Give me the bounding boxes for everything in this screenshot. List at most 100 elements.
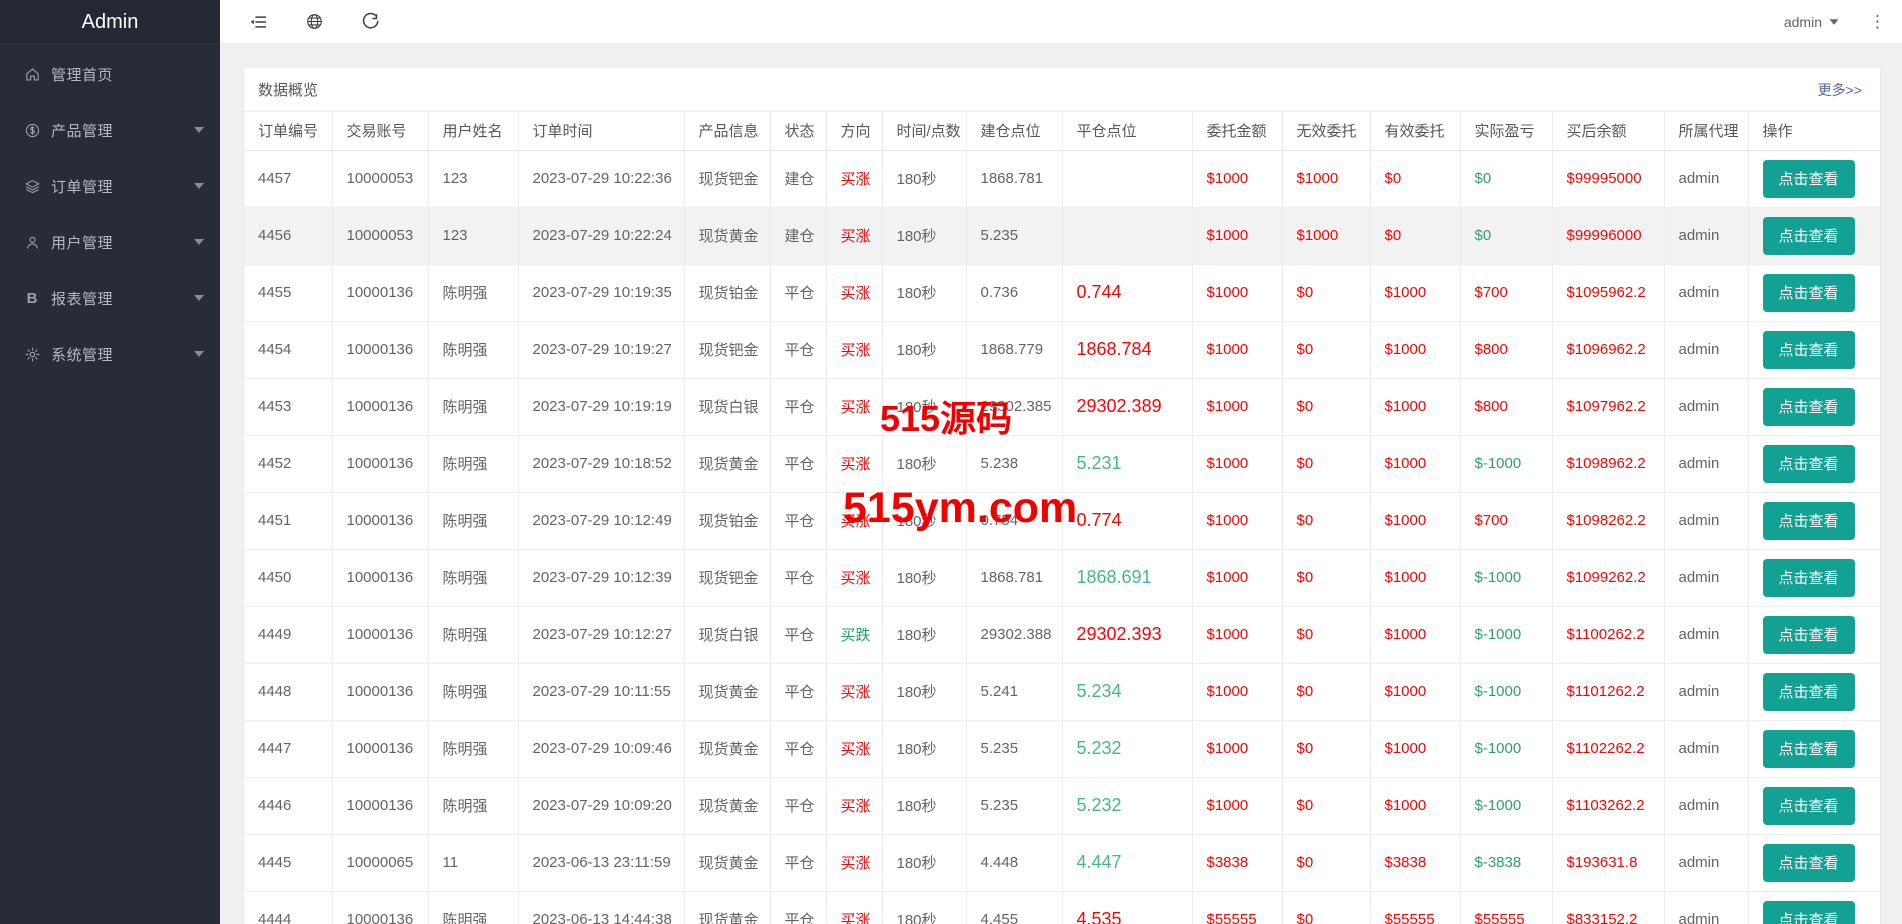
view-details-button[interactable]: 点击查看 xyxy=(1762,330,1855,369)
cell-product: 现货黄金 xyxy=(684,663,771,721)
column-header: 平仓点位 xyxy=(1062,112,1193,151)
cell-user-name: 陈明强 xyxy=(428,492,519,550)
cell-open-point: 29302.388 xyxy=(966,606,1063,664)
sidebar-item-users[interactable]: 用户管理 xyxy=(0,214,220,270)
table-row: 4456 10000053 123 2023-07-29 10:22:24 现货黄金 建仓… xyxy=(244,207,1880,265)
cell-close-point: 29302.389 xyxy=(1062,378,1193,436)
cell-product: 现货黄金 xyxy=(684,207,771,265)
cell-order-time: 2023-07-29 10:12:49 xyxy=(518,492,685,550)
cell-action: 点击查看 xyxy=(1748,606,1880,664)
more-options-kebab-icon[interactable]: ⋮ xyxy=(1869,12,1886,31)
view-details-button[interactable]: 点击查看 xyxy=(1762,672,1855,711)
column-header: 用户姓名 xyxy=(428,112,519,151)
collapse-sidebar-icon[interactable] xyxy=(248,12,268,32)
sidebar-item-orders[interactable]: 订单管理 xyxy=(0,158,220,214)
cell-agent: admin xyxy=(1664,264,1749,322)
chevron-down-icon xyxy=(194,351,204,357)
language-globe-icon[interactable] xyxy=(304,12,324,32)
cell-close-point: 4.535 xyxy=(1062,891,1193,924)
cell-agent: admin xyxy=(1664,663,1749,721)
view-details-button[interactable]: 点击查看 xyxy=(1762,273,1855,312)
cell-account: 10000136 xyxy=(332,663,429,721)
cell-order-id: 4454 xyxy=(244,321,333,379)
cell-account: 10000136 xyxy=(332,891,429,924)
cell-duration: 180秒 xyxy=(882,378,967,436)
view-details-button[interactable]: 点击查看 xyxy=(1762,501,1855,540)
cell-status: 平仓 xyxy=(770,435,827,493)
cell-invalid-amount: $0 xyxy=(1282,720,1371,778)
cell-valid-amount: $1000 xyxy=(1370,720,1461,778)
cell-open-point: 0.736 xyxy=(966,264,1063,322)
cell-order-amount: $1000 xyxy=(1192,663,1283,721)
cell-action: 点击查看 xyxy=(1748,264,1880,322)
cell-user-name: 陈明强 xyxy=(428,378,519,436)
cell-duration: 180秒 xyxy=(882,834,967,892)
refresh-icon[interactable] xyxy=(360,12,380,32)
cell-user-name: 陈明强 xyxy=(428,321,519,379)
cell-account: 10000136 xyxy=(332,264,429,322)
table-row: 4451 10000136 陈明强 2023-07-29 10:12:49 现货铂金 平仓… xyxy=(244,492,1880,550)
cell-invalid-amount: $0 xyxy=(1282,549,1371,607)
view-details-button[interactable]: 点击查看 xyxy=(1762,216,1855,255)
column-header: 所属代理 xyxy=(1664,112,1749,151)
cell-direction: 买涨 xyxy=(826,321,883,379)
view-details-button[interactable]: 点击查看 xyxy=(1762,900,1855,924)
cell-status: 平仓 xyxy=(770,378,827,436)
cell-order-amount: $1000 xyxy=(1192,378,1283,436)
cell-actual-profit: $-1000 xyxy=(1460,720,1553,778)
cell-direction: 买涨 xyxy=(826,378,883,436)
cell-duration: 180秒 xyxy=(882,891,967,924)
cell-open-point: 5.235 xyxy=(966,720,1063,778)
table-row: 4446 10000136 陈明强 2023-07-29 10:09:20 现货黄金 平仓… xyxy=(244,777,1880,835)
view-details-button[interactable]: 点击查看 xyxy=(1762,615,1855,654)
cell-product: 现货钯金 xyxy=(684,321,771,379)
cell-user-name: 陈明强 xyxy=(428,891,519,924)
cell-account: 10000136 xyxy=(332,720,429,778)
cell-status: 平仓 xyxy=(770,492,827,550)
column-header: 状态 xyxy=(770,112,827,151)
sidebar-item-home[interactable]: 管理首页 xyxy=(0,46,220,102)
cell-valid-amount: $1000 xyxy=(1370,663,1461,721)
cell-valid-amount: $1000 xyxy=(1370,492,1461,550)
cell-order-amount: $1000 xyxy=(1192,264,1283,322)
column-header: 委托金额 xyxy=(1192,112,1283,151)
column-header: 交易账号 xyxy=(332,112,429,151)
cell-agent: admin xyxy=(1664,321,1749,379)
cell-order-id: 4457 xyxy=(244,150,333,208)
cell-user-name: 陈明强 xyxy=(428,549,519,607)
cell-open-point: 4.455 xyxy=(966,891,1063,924)
table-row: 4449 10000136 陈明强 2023-07-29 10:12:27 现货白银 平仓… xyxy=(244,606,1880,664)
cell-open-point: 29302.385 xyxy=(966,378,1063,436)
cell-duration: 180秒 xyxy=(882,606,967,664)
cell-duration: 180秒 xyxy=(882,150,967,208)
cell-account: 10000136 xyxy=(332,435,429,493)
more-link[interactable]: 更多>> xyxy=(1817,81,1862,98)
view-details-button[interactable]: 点击查看 xyxy=(1762,444,1855,483)
cell-duration: 180秒 xyxy=(882,720,967,778)
cell-order-amount: $1000 xyxy=(1192,606,1283,664)
view-details-button[interactable]: 点击查看 xyxy=(1762,387,1855,426)
cell-actual-profit: $0 xyxy=(1460,150,1553,208)
sidebar-item-system[interactable]: 系统管理 xyxy=(0,326,220,382)
cell-user-name: 陈明强 xyxy=(428,777,519,835)
cell-agent: admin xyxy=(1664,891,1749,924)
view-details-button[interactable]: 点击查看 xyxy=(1762,159,1855,198)
column-header: 无效委托 xyxy=(1282,112,1371,151)
sidebar: Admin 管理首页 产品管理 订单管理 用户管理 B 报表管理 系统管理 xyxy=(0,0,220,924)
view-details-button[interactable]: 点击查看 xyxy=(1762,786,1855,825)
cell-agent: admin xyxy=(1664,777,1749,835)
view-details-button[interactable]: 点击查看 xyxy=(1762,843,1855,882)
sidebar-item-reports[interactable]: B 报表管理 xyxy=(0,270,220,326)
cell-balance-after: $1103262.2 xyxy=(1552,777,1665,835)
chevron-down-icon xyxy=(1829,18,1839,25)
cell-action: 点击查看 xyxy=(1748,492,1880,550)
cell-invalid-amount: $0 xyxy=(1282,264,1371,322)
user-menu[interactable]: admin xyxy=(1784,14,1839,30)
sidebar-item-products[interactable]: 产品管理 xyxy=(0,102,220,158)
view-details-button[interactable]: 点击查看 xyxy=(1762,729,1855,768)
column-header: 订单时间 xyxy=(518,112,685,151)
view-details-button[interactable]: 点击查看 xyxy=(1762,558,1855,597)
report-b-icon: B xyxy=(26,289,38,307)
table-row: 4457 10000053 123 2023-07-29 10:22:36 现货钯金 建仓… xyxy=(244,150,1880,208)
cell-balance-after: $1098962.2 xyxy=(1552,435,1665,493)
